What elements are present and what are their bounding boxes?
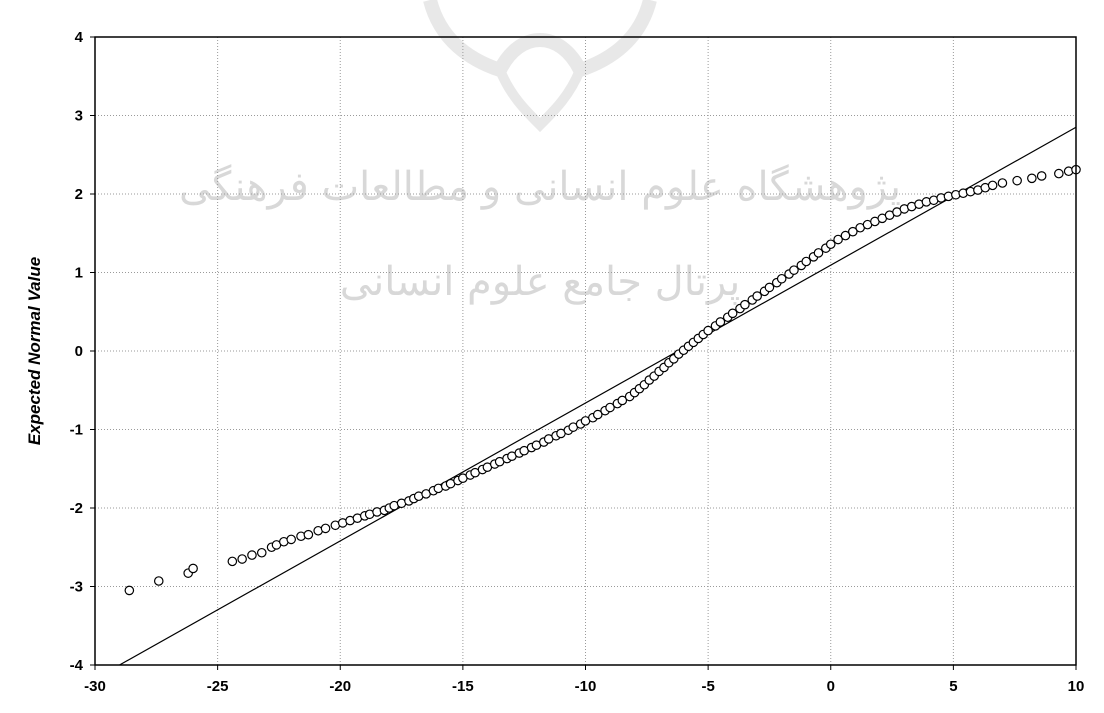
y-tick-label: -1 bbox=[70, 422, 83, 439]
x-tick-label: -10 bbox=[575, 678, 597, 695]
x-tick-label: 5 bbox=[949, 678, 957, 695]
y-tick-label: 4 bbox=[75, 29, 84, 46]
y-axis-ticks: -4 -3 -2 -1 0 1 2 3 4 bbox=[70, 29, 95, 674]
watermark-line-1: پژوهشگاه علوم انسانی و مطالعات فرهنگی bbox=[179, 164, 901, 210]
data-point bbox=[124, 585, 135, 596]
y-tick-label: 2 bbox=[75, 186, 83, 203]
data-point bbox=[997, 178, 1008, 188]
data-point bbox=[764, 282, 775, 293]
data-point bbox=[801, 256, 812, 267]
data-point bbox=[740, 299, 750, 310]
data-point bbox=[1012, 175, 1022, 186]
data-point bbox=[752, 291, 762, 301]
data-point bbox=[237, 554, 247, 564]
x-axis-ticks: -30 -25 -20 -15 -10 -5 0 5 10 bbox=[84, 665, 1084, 695]
x-tick-label: -25 bbox=[207, 678, 229, 695]
data-point bbox=[188, 563, 198, 574]
data-point bbox=[320, 523, 331, 534]
data-point bbox=[1054, 168, 1064, 179]
data-point bbox=[840, 230, 851, 241]
data-points bbox=[124, 164, 1081, 596]
data-point bbox=[303, 529, 314, 540]
x-tick-label: -15 bbox=[452, 678, 474, 695]
x-tick-label: 0 bbox=[827, 678, 835, 695]
reference-line bbox=[119, 126, 1077, 666]
data-point bbox=[833, 234, 843, 245]
x-tick-label: -5 bbox=[701, 678, 714, 695]
y-tick-label: -2 bbox=[70, 500, 83, 517]
x-tick-label: -20 bbox=[329, 678, 351, 695]
data-point bbox=[247, 550, 257, 560]
data-point bbox=[813, 248, 824, 258]
y-tick-label: -4 bbox=[70, 657, 84, 674]
y-tick-label: -3 bbox=[70, 579, 83, 596]
data-point bbox=[1036, 171, 1047, 181]
y-tick-label: 1 bbox=[75, 265, 83, 282]
data-point bbox=[1027, 173, 1037, 184]
data-point bbox=[592, 409, 603, 420]
data-point bbox=[256, 547, 267, 558]
watermark-line-2: پرتال جامع علوم انسانی bbox=[340, 259, 741, 305]
data-point bbox=[987, 180, 998, 191]
x-tick-label: 10 bbox=[1068, 678, 1085, 695]
data-point bbox=[227, 556, 238, 567]
data-point bbox=[605, 402, 615, 413]
data-point bbox=[617, 395, 628, 406]
data-point bbox=[703, 325, 713, 336]
data-point bbox=[286, 534, 296, 545]
data-point bbox=[848, 226, 858, 237]
data-point bbox=[825, 239, 836, 250]
data-point bbox=[776, 273, 787, 284]
y-tick-label: 0 bbox=[75, 343, 83, 360]
data-point bbox=[727, 308, 738, 319]
x-tick-label: -30 bbox=[84, 678, 106, 695]
watermark-logo bbox=[423, 0, 657, 133]
data-point bbox=[789, 265, 799, 275]
y-tick-label: 3 bbox=[75, 108, 83, 125]
data-point bbox=[715, 317, 726, 327]
data-point bbox=[153, 576, 164, 586]
y-axis-title: Expected Normal Value bbox=[25, 257, 44, 445]
